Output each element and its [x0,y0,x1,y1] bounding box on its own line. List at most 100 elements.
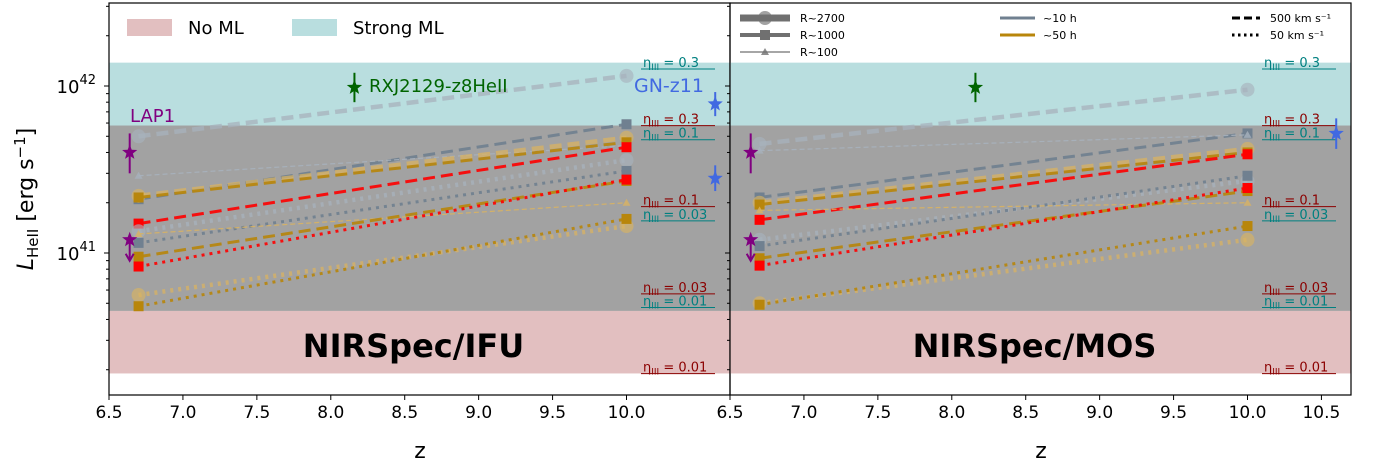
series-marker-6-1 [619,153,634,168]
eta-label-7: ηIII = 0.01 [1264,361,1328,378]
series-marker-4-0 [133,192,144,203]
series-marker-0-1 [1240,82,1255,97]
legend-res-label-2: R~100 [800,46,838,59]
x-tick-label: 6.5 [716,403,743,423]
legend-time-label-0: ~10 h [1043,12,1077,25]
x-tick-label: 8.5 [1012,403,1039,423]
obs-label-rxj2129: RXJ2129-z8HeII [369,76,508,97]
x-tick-label: 7.5 [243,403,270,423]
series-marker-12-0 [133,301,144,312]
legend-label-0: No ML [188,18,244,39]
series-line-4 [759,150,1248,207]
x-tick-label: 10.5 [1302,403,1340,423]
series-marker-9-0 [133,251,144,262]
x-tick-label: 8.0 [317,403,344,423]
series-line-2 [759,134,1248,152]
legend-vel-label-0: 500 km s⁻¹ [1270,12,1331,25]
band-gray [730,125,1351,311]
series-marker-7-1 [621,165,632,176]
x-tick-label: 9.0 [1086,403,1113,423]
series-marker-0-0 [131,129,146,144]
series-marker-9-0 [754,253,765,264]
series-line-9 [759,189,1248,260]
eta-label-2: ηIII = 0.1 [643,127,699,144]
obs-star-4 [707,170,723,185]
series-marker-12-1 [1242,221,1253,232]
series-marker-7-1 [1242,170,1253,181]
series-marker-2-0 [134,171,143,179]
series-marker-11-1 [1240,232,1255,247]
legend-ml: No ML Strong ML [127,18,444,39]
x-tick-label: 6.5 [95,403,122,423]
series-marker-5-0 [133,218,144,229]
panel-title: NIRSpec/MOS [913,327,1157,365]
x-tick-label: 9.5 [1160,403,1187,423]
x-tick-label: 8.5 [391,403,418,423]
band-no-ml [109,310,730,374]
series-line-3 [759,146,1248,205]
legend-label-1: Strong ML [353,18,444,39]
series-marker-12-1 [621,213,632,224]
series-marker-2-0 [755,146,764,154]
obs-star-1 [743,231,759,247]
series-line-7 [138,169,627,245]
obs-star-0 [122,144,138,159]
series-line-8 [759,202,1248,211]
series-marker-10-1 [621,174,632,185]
x-tick-label: 7.0 [790,403,817,423]
y-tick-label: 1042 [57,73,96,98]
series-line-8 [138,202,627,235]
series-marker-8-0 [134,229,143,237]
legend-res-marker-2 [761,48,769,55]
eta-label-0: ηIII = 0.3 [643,56,699,73]
x-tick-label: 7.0 [169,403,196,423]
legend-swatch-0 [127,19,172,36]
obs-label-gnz11: GN-z11 [634,75,704,97]
series-marker-7-0 [754,241,765,252]
series-line-5 [138,145,627,226]
x-axis-label-ifu: z [414,439,426,464]
series-marker-5-1 [1242,149,1253,160]
legend-res-marker-1 [760,30,770,40]
eta-label-4: ηIII = 0.03 [643,208,707,225]
series-line-11 [138,223,627,298]
series-marker-4-0 [754,199,765,210]
band-strong-ml [730,62,1351,126]
legend-swatch-1 [292,19,337,36]
series-marker-0-1 [619,68,634,83]
band-gray [109,125,730,311]
obs-star-2 [967,79,984,94]
series-line-12 [759,224,1248,307]
series-marker-1-1 [621,119,632,130]
series-marker-7-0 [133,237,144,248]
series-line-1 [759,131,1248,199]
obs-star-3 [1328,125,1344,140]
x-tick-label: 9.5 [539,403,566,423]
band-no-ml [730,310,1351,374]
series-line-9 [138,179,627,259]
axes-frame [729,2,1352,396]
series-marker-10-0 [133,261,144,272]
series-marker-8-0 [755,206,764,214]
x-tick-label: 10.0 [1229,403,1267,423]
series-line-6 [138,157,627,234]
obs-star-2 [346,79,363,94]
legend-properties: R~2700 R~1000 R~100 ~10 h ~50 h 500 km s⁻¹ 50 … [740,11,1331,59]
obs-arrow-1 [124,253,135,263]
series-line-0 [759,87,1248,147]
eta-label-5: ηIII = 0.03 [1264,281,1328,298]
legend-res-marker-0 [758,11,772,25]
obs-star-1 [122,231,138,247]
series-line-4 [138,140,627,199]
series-line-10 [138,178,627,268]
eta-label-7: ηIII = 0.01 [643,361,707,378]
series-line-6 [759,178,1248,243]
series-marker-2-1 [1243,130,1252,138]
eta-label-3: ηIII = 0.1 [643,194,699,211]
obs-label-lap1: LAP1 [130,106,175,127]
series-marker-8-1 [1243,198,1252,206]
